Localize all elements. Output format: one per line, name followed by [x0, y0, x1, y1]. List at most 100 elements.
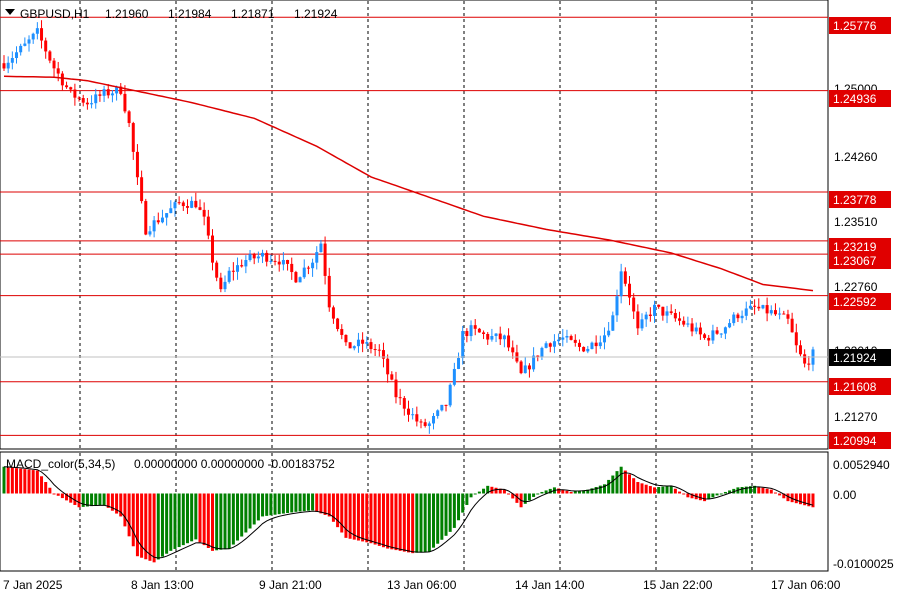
candle [790, 312, 794, 333]
candle [406, 400, 410, 422]
macd-bar [356, 493, 360, 541]
candle [231, 262, 235, 281]
current-price-label: 1.21924 [833, 351, 877, 365]
candle [769, 305, 773, 316]
macd-bar [256, 493, 260, 521]
candle [10, 51, 14, 70]
candle [532, 347, 536, 372]
macd-bar [98, 493, 102, 506]
candle [782, 310, 786, 315]
macd-bar [594, 486, 598, 494]
candle [69, 86, 73, 93]
macd-bar [215, 493, 219, 551]
macd-bar [482, 488, 486, 494]
chart-menu-triangle-icon[interactable] [5, 9, 15, 15]
candle [177, 196, 181, 205]
macd-bar [740, 486, 744, 494]
candle [348, 342, 352, 349]
macd-bar [715, 493, 719, 496]
macd-bar [632, 478, 636, 494]
level-tag: 1.25776 [829, 17, 891, 34]
price-panel[interactable] [0, 0, 829, 450]
candle [19, 43, 23, 56]
candle [615, 289, 619, 322]
macd-bar [302, 493, 306, 512]
candle [269, 254, 273, 265]
macd-bar [277, 493, 281, 515]
macd-bar [390, 493, 394, 550]
candle [486, 332, 490, 345]
macd-bar [794, 493, 798, 504]
time-label: 15 Jan 22:00 [643, 578, 713, 592]
macd-bar [540, 491, 544, 494]
macd-bar [102, 493, 106, 505]
level-tag-label: 1.20994 [833, 434, 877, 448]
macd-bar [281, 493, 285, 514]
candle [211, 229, 214, 271]
level-tag-label: 1.23067 [833, 254, 877, 268]
macd-bar [148, 493, 152, 561]
macd-bar [2, 466, 6, 494]
candle [190, 196, 194, 209]
candle [223, 275, 227, 293]
macd-bar [748, 486, 752, 494]
candle [336, 317, 340, 332]
macd-bar [152, 493, 156, 563]
level-tag: 1.21608 [829, 378, 891, 395]
macd-bar [261, 493, 265, 517]
macd-bar [156, 493, 160, 560]
macd-bar [202, 493, 206, 546]
macd-bar [690, 493, 694, 499]
candle [261, 249, 265, 264]
macd-bar [561, 489, 565, 494]
candle [60, 71, 64, 91]
macd-bar [698, 493, 702, 501]
macd-bar [623, 470, 627, 494]
candle [144, 198, 148, 236]
macd-bar [719, 493, 723, 495]
price-tick: 1.21270 [834, 410, 878, 424]
macd-bar [419, 493, 423, 553]
candle [81, 94, 85, 107]
candle [690, 318, 694, 337]
macd-bar [290, 493, 294, 513]
macd-bar [85, 493, 89, 507]
candle [2, 55, 6, 71]
candle [323, 236, 327, 285]
macd-bar [582, 490, 586, 494]
macd-bar [452, 493, 456, 528]
macd-bar [786, 493, 790, 502]
candle [632, 293, 636, 320]
candle [573, 334, 577, 347]
macd-bar [323, 493, 327, 515]
candle [561, 329, 565, 347]
candle [236, 257, 240, 280]
candle [548, 342, 552, 353]
time-label: 8 Jan 13:00 [131, 578, 194, 592]
macd-bar [35, 470, 39, 494]
macd-bar [598, 485, 602, 494]
candle [732, 312, 736, 326]
macd-bar [798, 493, 802, 505]
macd-bar [573, 491, 577, 494]
macd-bar [344, 493, 348, 538]
macd-bar [536, 493, 540, 495]
candle [227, 267, 231, 284]
macd-bar [398, 493, 402, 551]
macd-bar [181, 493, 185, 546]
macd-bar [348, 493, 352, 539]
macd-bar [753, 485, 757, 494]
level-tag-label: 1.24936 [833, 92, 877, 106]
candle [390, 371, 394, 381]
macd-bar [782, 493, 786, 499]
price-tick: 1.24260 [834, 150, 878, 164]
macd-bar [77, 493, 81, 508]
candle [498, 326, 502, 345]
macd-axis-tick: -0.0100025 [833, 557, 894, 571]
macd-bar [236, 493, 240, 541]
candle [277, 254, 281, 272]
candle [598, 335, 602, 349]
candle [386, 354, 390, 383]
